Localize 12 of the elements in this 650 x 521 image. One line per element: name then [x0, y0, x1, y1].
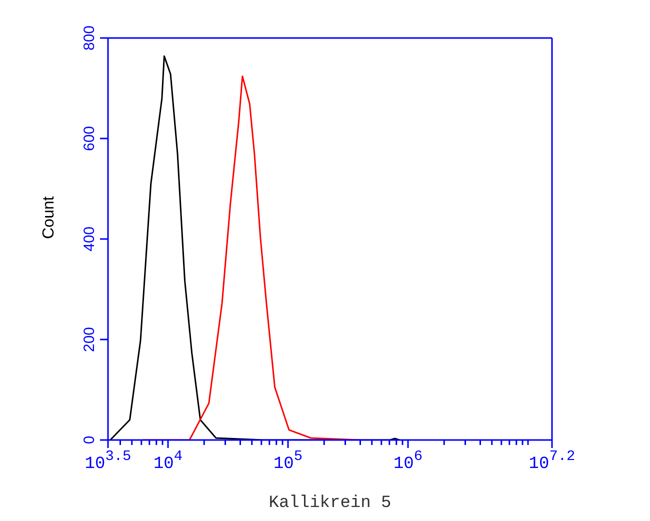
- y-axis-title: Count: [40, 196, 58, 239]
- x-axis-title: Kallikrein 5: [268, 494, 392, 513]
- x-tick-label: 10$^{6}$: [393, 449, 423, 474]
- y-tick-label: 200: [81, 326, 98, 352]
- y-tick-label: 800: [81, 25, 98, 51]
- y-tick-label: 0: [81, 436, 98, 444]
- x-tick-label: 10$^{4}$: [153, 449, 183, 474]
- x-tick-label: 10$^{7.2}$: [528, 449, 576, 474]
- x-tick-label: 10$^{5}$: [273, 449, 303, 474]
- y-tick-label: 400: [81, 226, 98, 252]
- y-tick-label: 600: [81, 126, 98, 152]
- x-tick-label: 10$^{3.5}$: [84, 449, 132, 474]
